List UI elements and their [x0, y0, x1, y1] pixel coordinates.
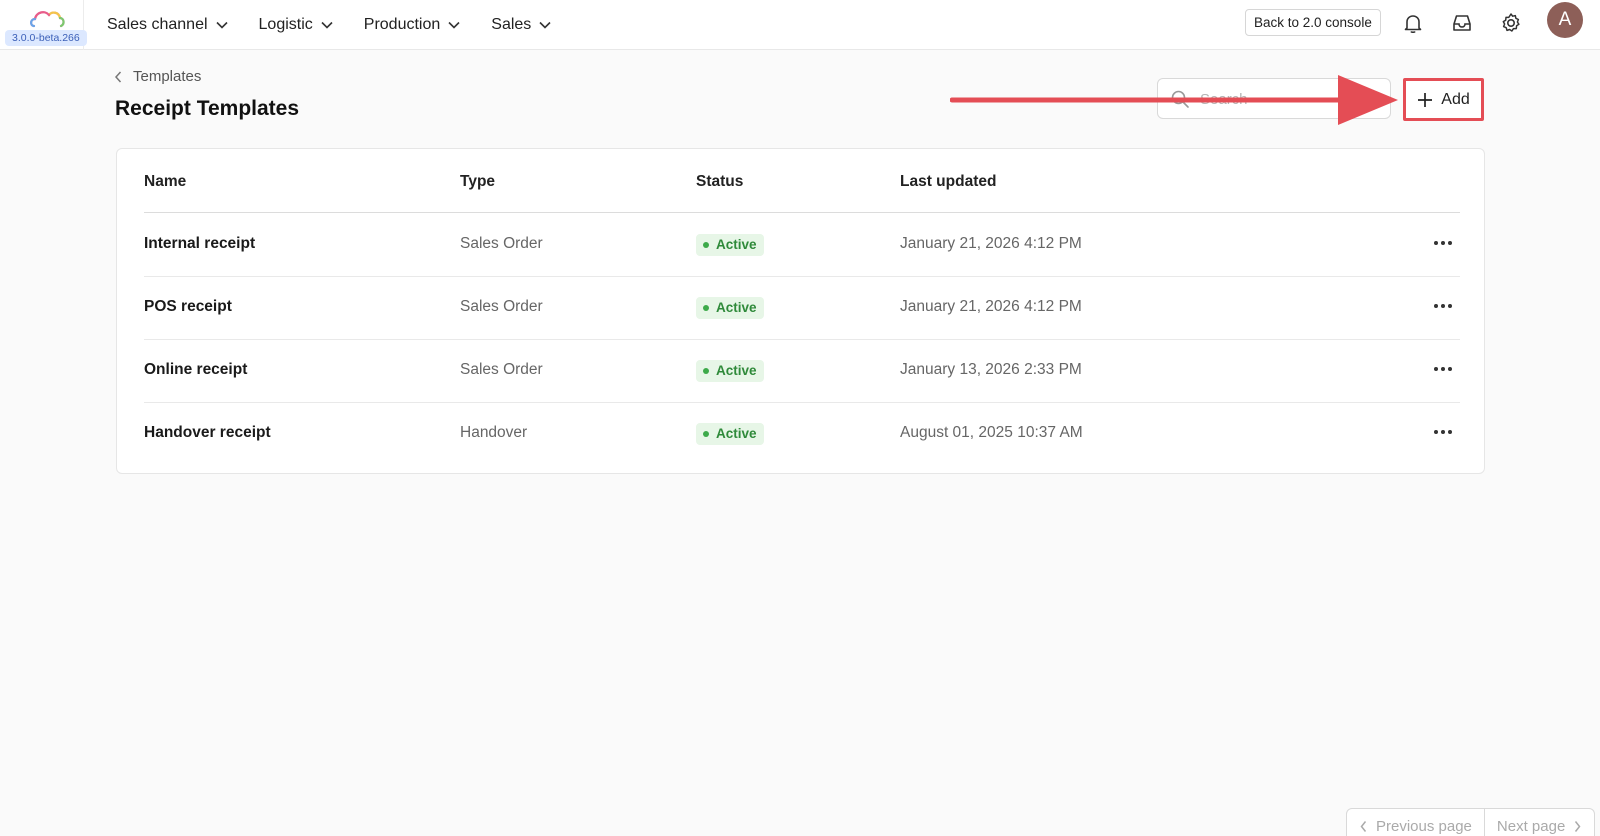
more-options-icon[interactable]	[1429, 294, 1457, 318]
top-navigation-bar: 3.0.0-beta.266 Sales channel Logistic Pr…	[0, 0, 1600, 50]
template-name[interactable]: POS receipt	[144, 298, 232, 315]
nav-logistic[interactable]: Logistic	[259, 16, 334, 34]
bell-icon[interactable]	[1401, 11, 1425, 35]
column-header-name[interactable]: Name	[144, 173, 187, 190]
template-type: Sales Order	[460, 298, 543, 315]
more-options-icon[interactable]	[1429, 231, 1457, 255]
breadcrumb[interactable]: Templates	[113, 68, 201, 85]
breadcrumb-label: Templates	[133, 68, 202, 85]
nav-label: Sales channel	[107, 16, 208, 33]
chevron-left-icon	[114, 70, 122, 83]
logo-icon	[30, 11, 65, 28]
version-badge: 3.0.0-beta.266	[5, 30, 87, 46]
status-dot-icon	[703, 431, 709, 437]
more-options-icon[interactable]	[1429, 420, 1457, 444]
column-header-last-updated[interactable]: Last updated	[900, 173, 997, 190]
table-row[interactable]: Handover receipt Handover Active August …	[144, 403, 1460, 466]
status-label: Active	[716, 300, 757, 315]
previous-page-label: Previous page	[1376, 817, 1472, 835]
last-updated: January 13, 2026 2:33 PM	[900, 361, 1082, 378]
status-label: Active	[716, 363, 757, 378]
add-button[interactable]: Add	[1403, 78, 1484, 121]
status-label: Active	[716, 426, 757, 441]
nav-label: Logistic	[258, 16, 313, 33]
chevron-down-icon	[539, 21, 551, 29]
chevron-left-icon	[1360, 820, 1367, 832]
next-page-label: Next page	[1496, 817, 1566, 835]
column-header-type[interactable]: Type	[460, 173, 496, 190]
status-badge: Active	[696, 360, 764, 382]
table-row[interactable]: Online receipt Sales Order Active Januar…	[144, 340, 1460, 403]
page-title: Receipt Templates	[115, 97, 300, 120]
back-to-console-button[interactable]: Back to 2.0 console	[1245, 9, 1381, 36]
annotation-arrow-icon	[950, 75, 1398, 125]
status-badge: Active	[696, 297, 764, 319]
nav-sales-channel[interactable]: Sales channel	[107, 16, 229, 34]
add-button-label: Add	[1441, 90, 1470, 108]
chevron-down-icon	[448, 21, 460, 29]
templates-table-card: Name Type Status Last updated Internal r…	[116, 148, 1485, 474]
template-type: Handover	[460, 424, 528, 441]
next-page-button[interactable]: Next page	[1483, 809, 1594, 836]
chevron-down-icon	[215, 21, 228, 29]
status-dot-icon	[703, 305, 709, 311]
plus-icon	[1418, 92, 1433, 107]
table-row[interactable]: POS receipt Sales Order Active January 2…	[144, 277, 1460, 340]
table-header: Name Type Status Last updated	[144, 149, 1460, 213]
table-row[interactable]: Internal receipt Sales Order Active Janu…	[144, 214, 1460, 277]
last-updated: January 21, 2026 4:12 PM	[900, 298, 1082, 315]
status-badge: Active	[696, 423, 764, 445]
last-updated: January 21, 2026 4:12 PM	[900, 235, 1082, 252]
template-type: Sales Order	[460, 235, 543, 252]
status-label: Active	[716, 237, 757, 252]
last-updated: August 01, 2025 10:37 AM	[900, 424, 1083, 441]
gear-icon[interactable]	[1499, 11, 1523, 35]
chevron-right-icon	[1575, 820, 1581, 832]
template-name[interactable]: Handover receipt	[144, 424, 271, 441]
more-options-icon[interactable]	[1429, 357, 1457, 381]
template-name[interactable]: Internal receipt	[144, 235, 256, 252]
status-dot-icon	[703, 242, 709, 248]
inbox-icon[interactable]	[1450, 11, 1474, 35]
status-dot-icon	[703, 368, 709, 374]
logo-area[interactable]: 3.0.0-beta.266	[0, 0, 87, 50]
nav-production[interactable]: Production	[364, 16, 462, 34]
previous-page-button[interactable]: Previous page	[1347, 809, 1484, 836]
avatar[interactable]: A	[1547, 2, 1583, 38]
template-name[interactable]: Online receipt	[144, 361, 248, 378]
status-badge: Active	[696, 234, 764, 256]
chevron-down-icon	[321, 21, 333, 29]
column-header-status[interactable]: Status	[696, 173, 744, 190]
nav-label: Sales	[491, 16, 532, 33]
main-nav: Sales channel Logistic Production Sales	[107, 0, 552, 50]
pagination: Previous page Next page	[1346, 808, 1596, 836]
nav-sales[interactable]: Sales	[491, 16, 552, 34]
template-type: Sales Order	[460, 361, 543, 378]
nav-label: Production	[363, 16, 441, 33]
